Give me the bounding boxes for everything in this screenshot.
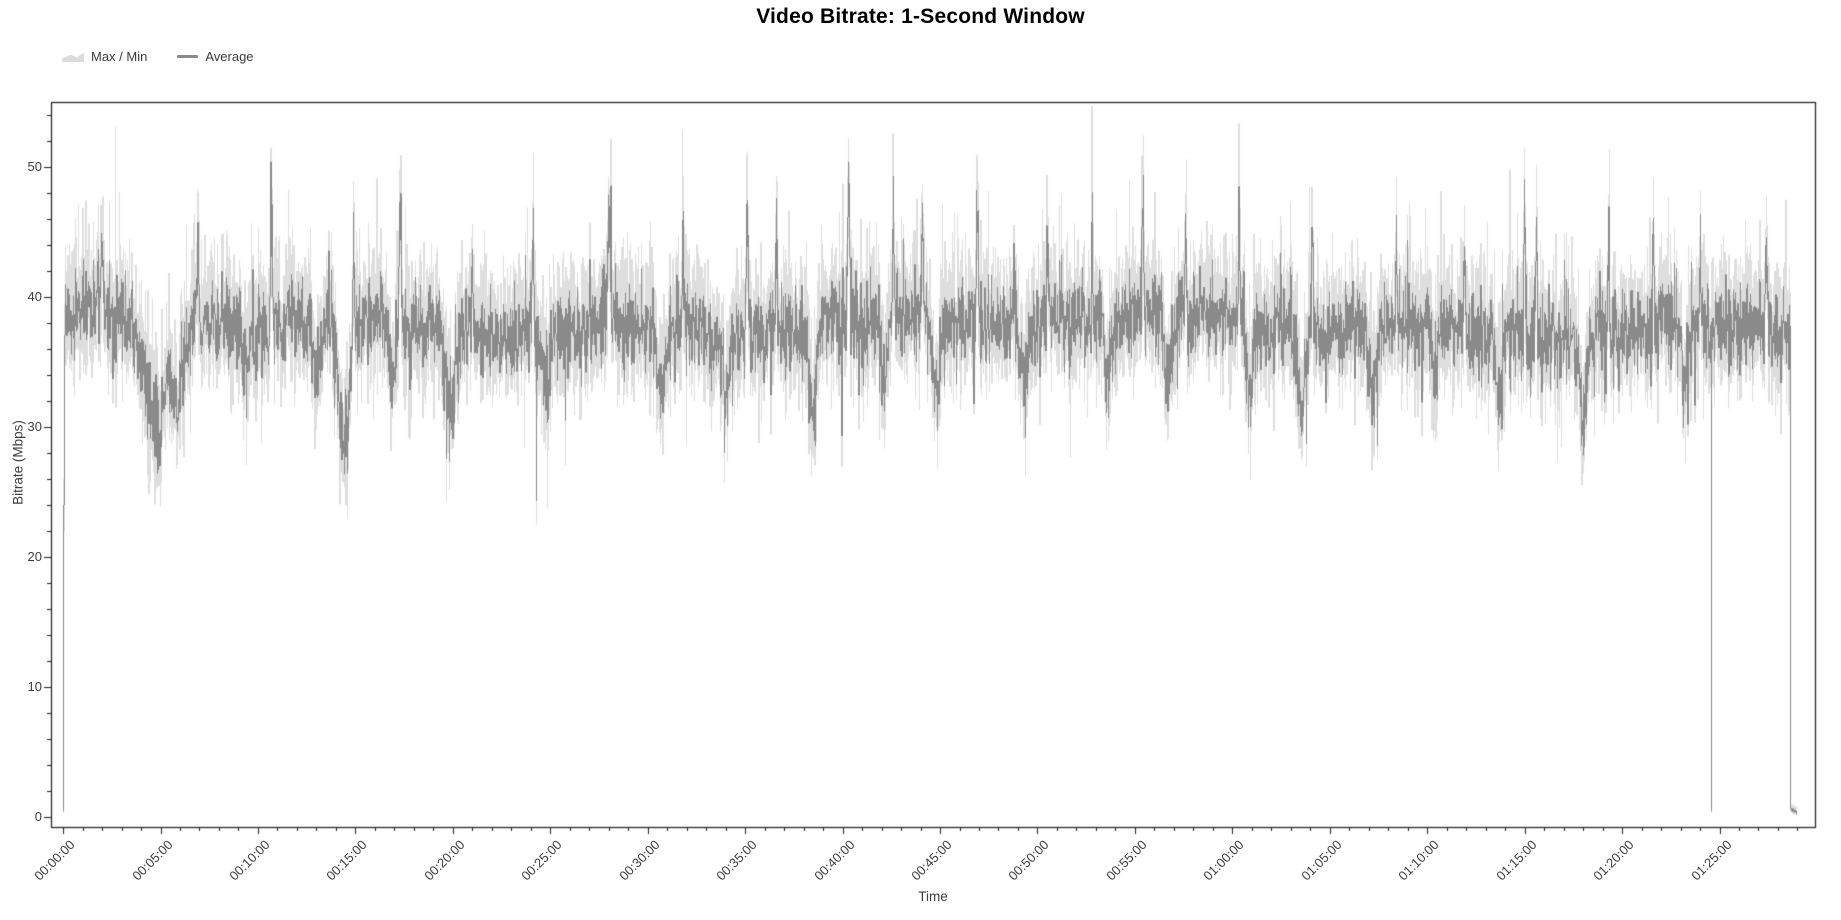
y-axis-title: Bitrate (Mbps) — [10, 420, 26, 505]
y-tick-label: 40 — [27, 288, 42, 304]
y-tick-label: 30 — [27, 418, 42, 434]
y-tick-label: 20 — [27, 548, 42, 564]
y-tick-label: 10 — [27, 678, 42, 694]
x-axis-title: Time — [918, 889, 948, 904]
y-tick-label: 50 — [27, 158, 42, 174]
y-tick-label: 0 — [34, 808, 42, 824]
